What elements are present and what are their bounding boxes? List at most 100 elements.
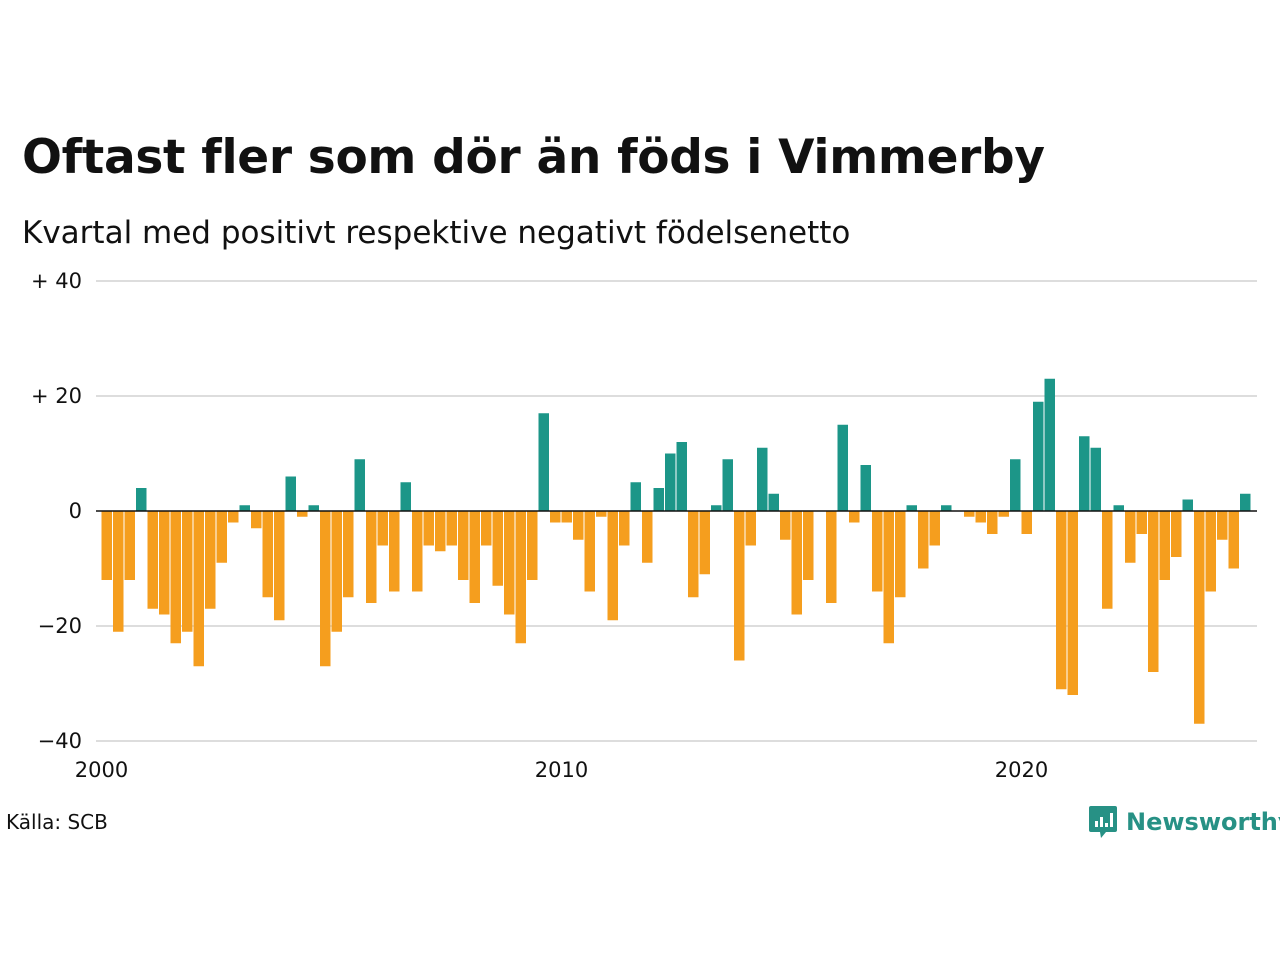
bar — [1056, 511, 1067, 690]
bar — [1079, 436, 1090, 511]
chart-subtitle: Kvartal med positivt respektive negativt… — [22, 215, 851, 251]
bar — [377, 511, 388, 546]
bar — [688, 511, 699, 598]
bar — [1102, 511, 1113, 609]
bar — [607, 511, 618, 621]
source-note: Källa: SCB — [6, 810, 108, 834]
bar — [722, 459, 733, 511]
chart-title: Oftast fler som dör än föds i Vimmerby — [22, 130, 1045, 185]
bar — [251, 511, 262, 529]
bar — [699, 511, 710, 575]
bar — [216, 511, 227, 563]
bar — [676, 442, 687, 511]
bar — [1228, 511, 1239, 569]
bar — [435, 511, 446, 552]
bar-chart: + 40 + 20 0 −20 −40 2000 2010 2020 — [31, 269, 1257, 782]
x-tick-label: 2000 — [75, 758, 128, 782]
bar — [469, 511, 480, 603]
bar — [826, 511, 837, 603]
bar — [481, 511, 492, 546]
bar — [1044, 378, 1055, 511]
bar — [446, 511, 457, 546]
bar — [791, 511, 802, 615]
bar — [182, 511, 193, 632]
bar — [423, 511, 434, 546]
bar — [170, 511, 181, 644]
y-tick-label: + 20 — [31, 384, 82, 408]
bar — [136, 488, 147, 511]
y-tick-label: 0 — [69, 499, 82, 523]
bar — [849, 511, 860, 523]
bar — [757, 447, 768, 511]
bar — [1113, 505, 1124, 511]
y-axis-labels: + 40 + 20 0 −20 −40 — [31, 269, 82, 753]
bar — [239, 505, 250, 511]
bar — [768, 493, 779, 511]
bar — [596, 511, 607, 517]
bar — [1067, 511, 1078, 695]
bar — [734, 511, 745, 661]
bar — [492, 511, 503, 586]
bar — [1205, 511, 1216, 592]
x-axis-labels: 2000 2010 2020 — [75, 758, 1048, 782]
newsworthy-logo[interactable]: Newsworthy — [1088, 802, 1280, 842]
bar — [1148, 511, 1159, 672]
bar — [906, 505, 917, 511]
bar — [941, 505, 952, 511]
bar — [538, 413, 549, 511]
bar — [458, 511, 469, 580]
bar — [630, 482, 641, 511]
newsworthy-logo-text: Newsworthy — [1126, 808, 1280, 836]
bar — [320, 511, 331, 667]
bar — [780, 511, 791, 540]
bar — [665, 453, 676, 511]
bar — [964, 511, 975, 517]
bar — [1125, 511, 1136, 563]
bar — [653, 488, 664, 511]
bar — [987, 511, 998, 534]
bar — [573, 511, 584, 540]
bar — [745, 511, 756, 546]
bar — [929, 511, 940, 546]
bar — [895, 511, 906, 598]
bar — [412, 511, 423, 592]
bar — [285, 476, 296, 511]
bar — [1021, 511, 1032, 534]
bar — [561, 511, 572, 523]
bar — [1010, 459, 1021, 511]
bar — [803, 511, 814, 580]
bar — [918, 511, 929, 569]
bar — [872, 511, 883, 592]
bar — [584, 511, 595, 592]
bar — [331, 511, 342, 632]
bar — [193, 511, 204, 667]
bar — [975, 511, 986, 523]
bar — [837, 424, 848, 511]
bar — [124, 511, 135, 580]
bar — [515, 511, 526, 644]
y-tick-label: −40 — [38, 729, 82, 753]
bar — [343, 511, 354, 598]
bar — [619, 511, 630, 546]
bar — [1240, 493, 1251, 511]
bar — [1159, 511, 1170, 580]
bar — [711, 505, 722, 511]
bar — [1171, 511, 1182, 557]
bar — [354, 459, 365, 511]
bar — [389, 511, 400, 592]
bar — [1090, 447, 1101, 511]
bar — [998, 511, 1009, 517]
bars — [101, 378, 1251, 724]
newsworthy-logo-icon — [1089, 806, 1117, 838]
bar — [1033, 401, 1044, 511]
bar — [308, 505, 319, 511]
bar — [527, 511, 538, 580]
y-tick-label: −20 — [38, 614, 82, 638]
bar — [274, 511, 285, 621]
bar — [400, 482, 411, 511]
y-tick-label: + 40 — [31, 269, 82, 293]
bar — [159, 511, 170, 615]
bar — [860, 465, 871, 511]
bar — [147, 511, 158, 609]
bar — [883, 511, 894, 644]
